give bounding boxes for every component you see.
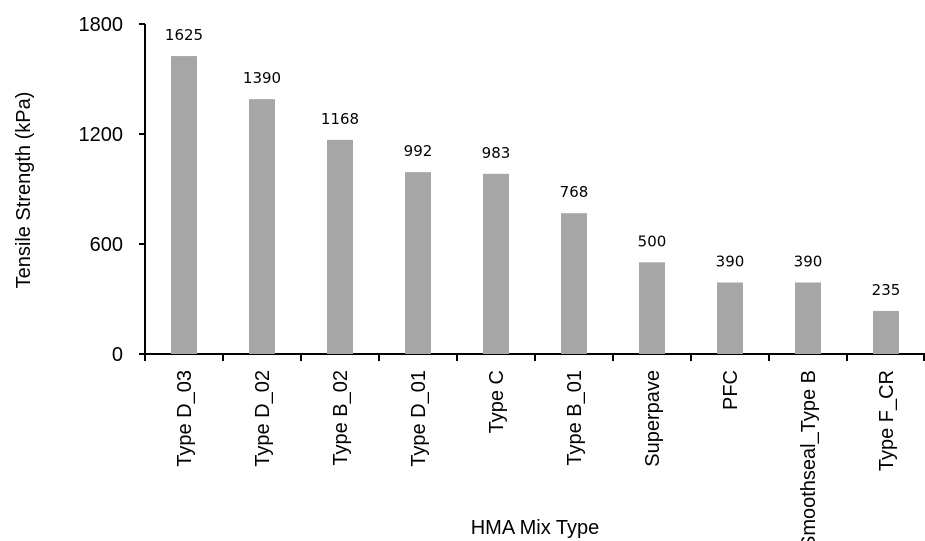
bar xyxy=(483,173,509,354)
x-tick-label: Superpave xyxy=(642,370,664,467)
value-label: 390 xyxy=(794,253,823,271)
value-label: 1390 xyxy=(243,69,281,87)
x-tick-label: Type D_03 xyxy=(174,370,196,467)
bar xyxy=(639,262,665,354)
value-label: 390 xyxy=(716,253,745,271)
y-tick-label: 1200 xyxy=(79,124,124,146)
x-tick-label: Type C xyxy=(486,370,508,433)
bar xyxy=(795,282,821,354)
value-label: 500 xyxy=(638,232,667,250)
value-label: 992 xyxy=(404,142,433,160)
x-tick-label: PFC xyxy=(720,370,742,410)
bar xyxy=(249,99,275,355)
y-axis-title: Tensile Strength (kPa) xyxy=(13,92,35,289)
bar xyxy=(561,213,587,354)
x-tick-label: Type D_01 xyxy=(408,370,430,467)
value-label: 983 xyxy=(482,144,511,162)
y-tick-label: 0 xyxy=(112,344,123,366)
value-label: 768 xyxy=(560,183,589,201)
x-tick-label: Type F_CR xyxy=(876,370,898,471)
bar xyxy=(327,139,353,354)
x-tick-label: Smoothseal_Type B xyxy=(798,370,820,541)
bar xyxy=(405,172,431,354)
x-tick-label: Type B_01 xyxy=(564,370,586,466)
value-label: 1625 xyxy=(165,26,203,44)
x-tick-label: Type B_02 xyxy=(330,370,352,466)
x-axis-title: HMA Mix Type xyxy=(471,517,600,539)
x-tick-label: Type D_02 xyxy=(252,370,274,467)
y-tick-label: 600 xyxy=(90,234,123,256)
value-label: 235 xyxy=(872,281,901,299)
bar xyxy=(717,282,743,354)
y-tick-label: 1800 xyxy=(79,14,124,36)
bar xyxy=(171,56,197,354)
bar xyxy=(873,310,899,354)
value-label: 1168 xyxy=(321,110,359,128)
